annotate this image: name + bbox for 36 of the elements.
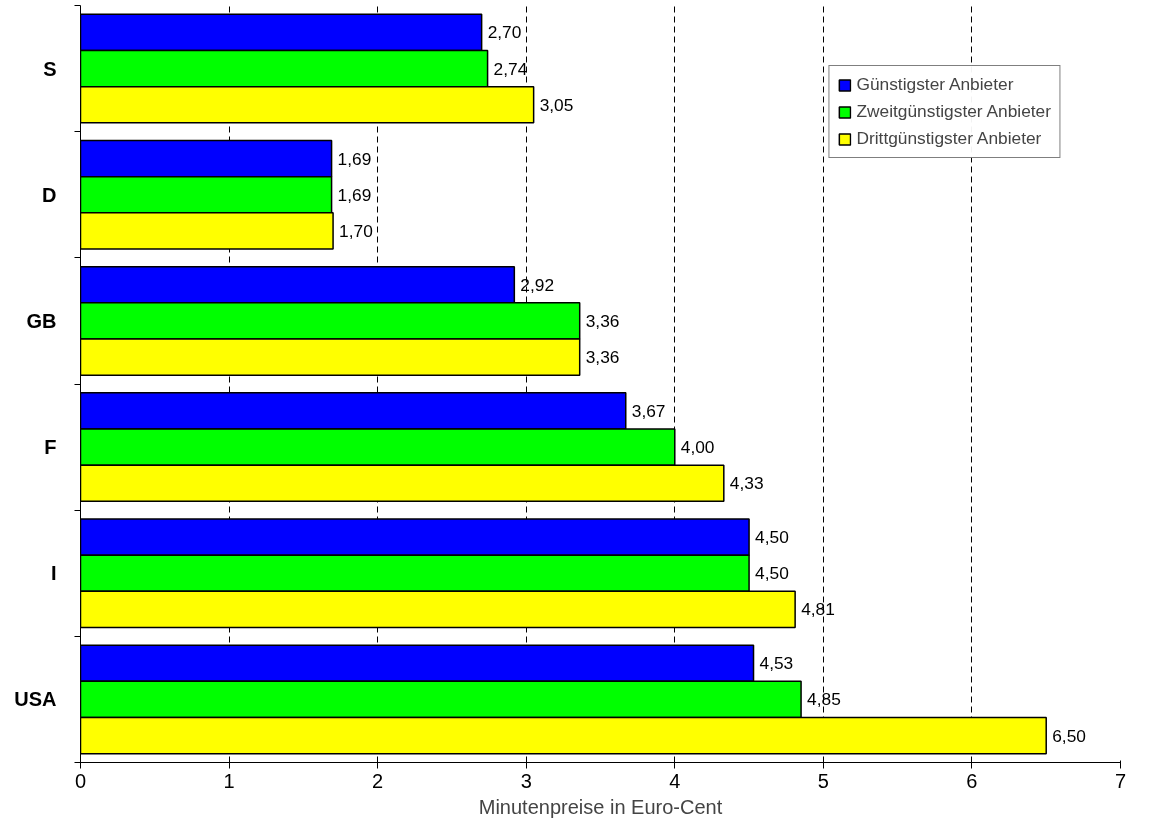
data-label: 1,70 (339, 220, 373, 241)
legend-label: Zweitgünstigster Anbieter (856, 101, 1051, 122)
data-label: 4,50 (755, 563, 789, 584)
x-tick-label: 0 (74, 769, 87, 792)
y-tick-label: USA (14, 688, 57, 711)
data-label: 3,36 (585, 347, 620, 368)
legend-label: Günstigster Anbieter (856, 74, 1014, 95)
x-tick-label: 5 (817, 769, 829, 792)
y-tick-label: D (42, 183, 57, 206)
x-axis-title: Minutenpreise in Euro-Cent (478, 795, 723, 818)
x-tick-label: 1 (223, 769, 235, 792)
data-label: 3,05 (539, 94, 574, 115)
y-tick-label: F (44, 436, 57, 459)
data-label: 1,69 (337, 148, 372, 169)
data-label: 4,81 (801, 599, 835, 620)
data-label: 4,33 (729, 473, 764, 494)
x-tick-label: 3 (520, 769, 532, 792)
data-label: 3,36 (585, 310, 620, 331)
data-label: 4,53 (759, 653, 794, 674)
data-label: 4,85 (807, 689, 841, 710)
data-label: 4,00 (680, 437, 715, 458)
x-tick-label: 4 (669, 769, 681, 792)
data-label: 3,67 (631, 400, 666, 421)
data-label: 4,50 (755, 527, 789, 548)
x-tick-label: 7 (1114, 769, 1127, 792)
data-label: 2,74 (493, 58, 528, 79)
data-label: 2,70 (487, 22, 522, 43)
x-tick-label: 6 (966, 769, 978, 792)
data-label: 1,69 (337, 184, 372, 205)
y-tick-label: S (43, 57, 57, 80)
data-label: 6,50 (1052, 725, 1086, 746)
y-tick-label: I (50, 562, 57, 585)
y-tick-label: GB (26, 309, 57, 332)
x-tick-label: 2 (372, 769, 384, 792)
data-label: 2,92 (520, 274, 555, 295)
legend-label: Drittgünstigster Anbieter (856, 128, 1042, 149)
